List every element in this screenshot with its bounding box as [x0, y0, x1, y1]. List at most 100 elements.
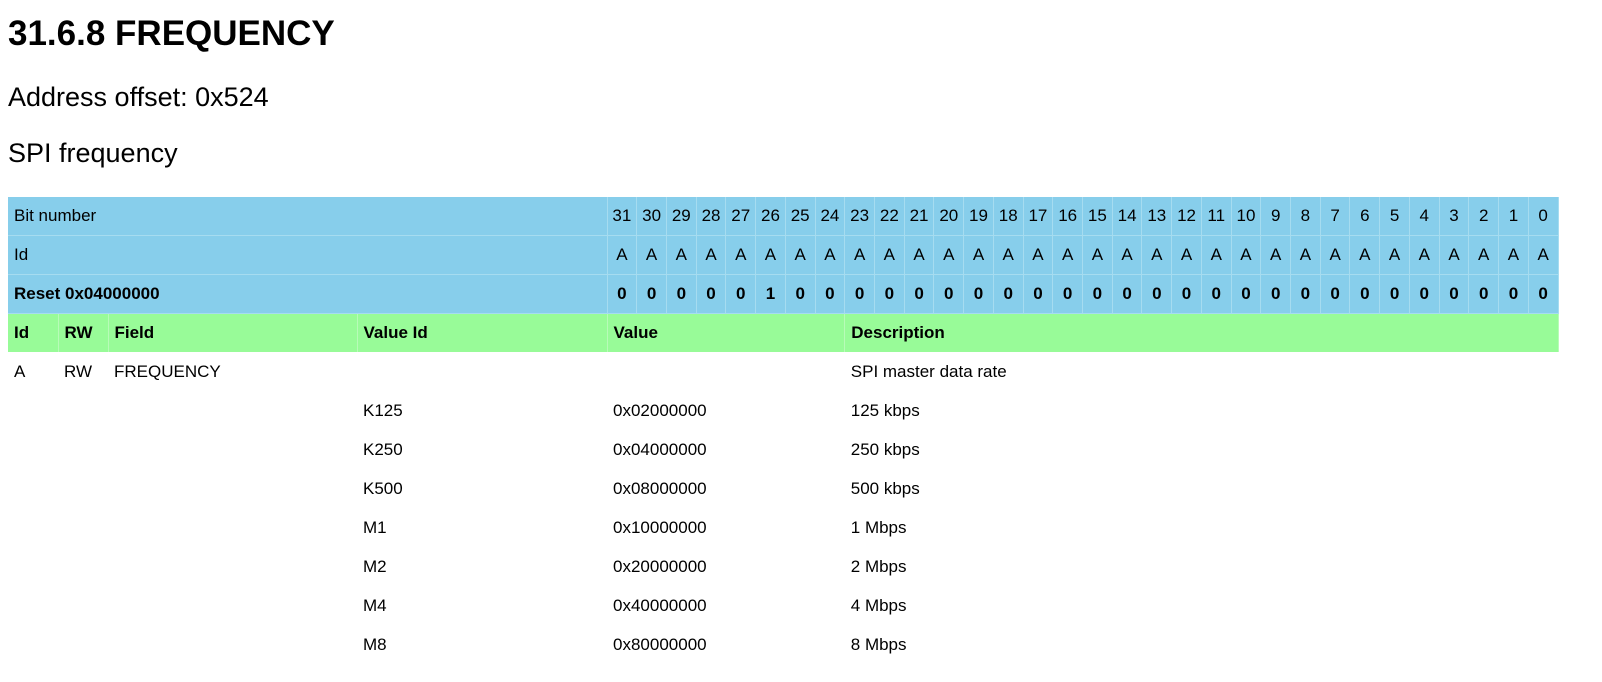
- reset-bit: 0: [844, 274, 875, 314]
- empty-cell: [58, 625, 108, 664]
- reset-row: Reset 0x04000000 0 0 0 0 0 1 0 0 0 0 0 0 0 0 0 0 0 0 0 0 0 0 0 0…: [8, 274, 1559, 314]
- bit-id: A: [696, 235, 727, 275]
- bit-number-row-label: Bit number: [8, 197, 608, 236]
- value-description: 125 kbps: [850, 400, 920, 420]
- value-description: 4 Mbps: [850, 595, 907, 615]
- field-value-id: [357, 352, 607, 391]
- bit-number: 20: [933, 197, 965, 236]
- bit-number: 12: [1171, 197, 1202, 236]
- bit-number-row: Bit number 31 30 29 28 27 26 25 24 23 22 21 20 19 18 17…: [8, 197, 1559, 236]
- bit-id: A: [1171, 235, 1202, 275]
- empty-cell: [108, 625, 357, 664]
- value-row: K250 0x04000000 250 kbps: [8, 430, 1558, 469]
- bit-number: 7: [1320, 197, 1351, 236]
- bit-id: A: [963, 235, 994, 275]
- empty-cell: [58, 430, 108, 469]
- reset-bit: 0: [1171, 274, 1202, 314]
- empty-cell: [108, 430, 357, 469]
- empty-cell: [58, 391, 108, 430]
- empty-cell: [8, 430, 58, 469]
- header-description: Description: [844, 313, 1559, 352]
- value-description: 250 kbps: [850, 439, 920, 459]
- header-value-id: Value Id: [357, 313, 608, 352]
- bit-number: 24: [815, 197, 846, 236]
- bit-number: 30: [636, 197, 667, 236]
- header-value: Value: [607, 313, 846, 352]
- bit-number: 4: [1409, 197, 1440, 236]
- field-id: A: [14, 361, 26, 381]
- field-row: A RW FREQUENCY SPI master data rate: [8, 352, 1558, 391]
- bit-number: 17: [1023, 197, 1054, 236]
- reset-bit: 0: [1141, 274, 1173, 314]
- bit-number: 28: [696, 197, 727, 236]
- reset-row-label: Reset 0x04000000: [8, 274, 608, 314]
- reset-bit: 0: [1201, 274, 1232, 314]
- bit-id: A: [874, 235, 905, 275]
- field-value: [607, 352, 845, 391]
- reset-bit: 0: [1498, 274, 1529, 314]
- bit-number: 10: [1231, 197, 1262, 236]
- bit-id: A: [785, 235, 816, 275]
- reset-bit: 0: [607, 274, 638, 314]
- bit-id: A: [1320, 235, 1351, 275]
- bit-id: A: [1409, 235, 1440, 275]
- value-id: K250: [363, 439, 403, 459]
- reset-bit: 0: [993, 274, 1024, 314]
- bit-number: 0: [1528, 197, 1559, 236]
- value-description: 1 Mbps: [850, 517, 907, 537]
- bit-number: 22: [874, 197, 905, 236]
- value-row: M2 0x20000000 2 Mbps: [8, 547, 1558, 586]
- reset-bit: 1: [755, 274, 786, 314]
- bit-id: A: [904, 235, 935, 275]
- id-row: Id A A A A A A A A A A A A A A A A A A A A A A A A A A A A A A A A: [8, 235, 1559, 275]
- id-row-label: Id: [8, 235, 608, 275]
- value: 0x10000000: [613, 517, 707, 537]
- reset-bit: 0: [1023, 274, 1054, 314]
- bit-number: 8: [1290, 197, 1321, 236]
- value-row: M1 0x10000000 1 Mbps: [8, 508, 1558, 547]
- bit-number: 14: [1112, 197, 1143, 236]
- value-description: 8 Mbps: [850, 634, 907, 654]
- reset-bit: 0: [636, 274, 667, 314]
- value-row: M4 0x40000000 4 Mbps: [8, 586, 1558, 625]
- empty-cell: [8, 508, 58, 547]
- empty-cell: [108, 508, 357, 547]
- empty-cell: [58, 547, 108, 586]
- bit-number: 26: [755, 197, 786, 236]
- bit-id: A: [607, 235, 638, 275]
- bit-id: A: [725, 235, 757, 275]
- value: 0x40000000: [613, 595, 707, 615]
- bit-number: 9: [1260, 197, 1292, 236]
- bit-id: A: [1439, 235, 1470, 275]
- reset-bit: 0: [1379, 274, 1410, 314]
- bit-id: A: [1528, 235, 1559, 275]
- field-description: SPI master data rate: [850, 361, 1007, 381]
- empty-cell: [108, 547, 357, 586]
- empty-cell: [58, 469, 108, 508]
- field-name: FREQUENCY: [114, 361, 221, 381]
- header-field: Field: [108, 313, 358, 352]
- bit-id: A: [815, 235, 846, 275]
- reset-bit: 0: [1409, 274, 1440, 314]
- reset-bit: 0: [785, 274, 816, 314]
- bit-id: A: [1112, 235, 1143, 275]
- reset-bit: 0: [696, 274, 727, 314]
- bit-number: 27: [725, 197, 757, 236]
- value-row: K500 0x08000000 500 kbps: [8, 469, 1558, 508]
- bit-number: 11: [1201, 197, 1232, 236]
- bit-number: 21: [904, 197, 935, 236]
- header-rw: RW: [58, 313, 109, 352]
- empty-cell: [58, 508, 108, 547]
- bit-number: 1: [1498, 197, 1529, 236]
- reset-bit: 0: [725, 274, 757, 314]
- reset-bit: 0: [1528, 274, 1559, 314]
- reset-bit: 0: [815, 274, 846, 314]
- empty-cell: [8, 547, 58, 586]
- bit-number: 31: [607, 197, 638, 236]
- fields-header-row: Id RW Field Value Id Value Description: [8, 313, 1559, 352]
- bit-number: 25: [785, 197, 816, 236]
- value-description: 500 kbps: [850, 478, 920, 498]
- value: 0x08000000: [613, 478, 707, 498]
- bit-number: 29: [666, 197, 697, 236]
- bit-number: 18: [993, 197, 1024, 236]
